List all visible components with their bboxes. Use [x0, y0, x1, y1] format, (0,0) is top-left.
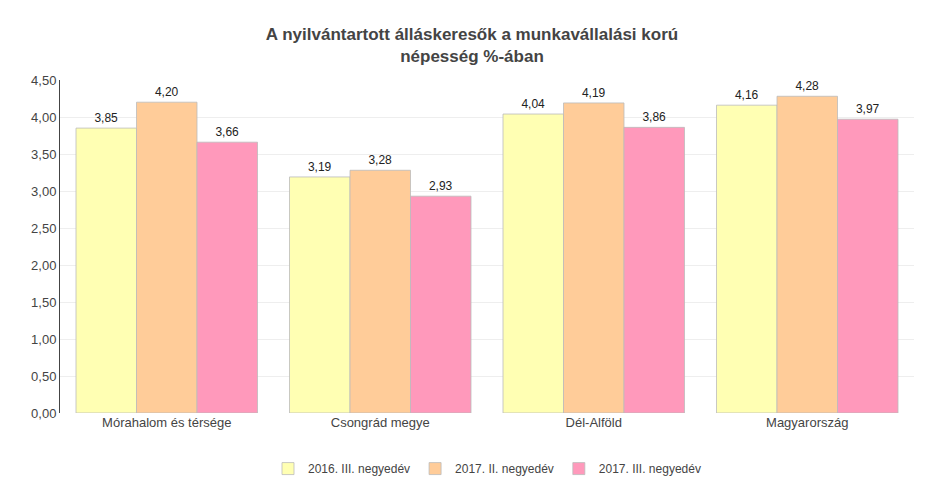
svg-text:Magyarország: Magyarország: [766, 415, 848, 430]
svg-text:4,20: 4,20: [155, 85, 179, 99]
svg-text:1,00: 1,00: [31, 332, 56, 347]
svg-text:0,50: 0,50: [31, 369, 56, 384]
svg-text:Dél-Alföld: Dél-Alföld: [566, 415, 622, 430]
svg-text:2017. II. negyedév: 2017. II. negyedév: [455, 462, 554, 476]
svg-text:4,19: 4,19: [582, 86, 606, 100]
svg-text:2016. III. negyedév: 2016. III. negyedév: [308, 462, 410, 476]
svg-text:4,04: 4,04: [521, 97, 545, 111]
svg-text:3,28: 3,28: [368, 153, 392, 167]
svg-text:0,00: 0,00: [31, 406, 56, 421]
svg-text:4,50: 4,50: [31, 73, 56, 88]
svg-text:Mórahalom és térsége: Mórahalom és térsége: [102, 415, 231, 430]
svg-text:2,00: 2,00: [31, 258, 56, 273]
svg-text:3,66: 3,66: [215, 125, 239, 139]
svg-text:A nyilvántartott álláskeresők: A nyilvántartott álláskeresők a munkavál…: [266, 25, 678, 66]
svg-text:3,00: 3,00: [31, 184, 56, 199]
svg-text:4,28: 4,28: [795, 79, 819, 93]
svg-text:4,00: 4,00: [31, 110, 56, 125]
svg-text:2017. III. negyedév: 2017. III. negyedév: [599, 462, 701, 476]
svg-text:3,97: 3,97: [856, 102, 880, 116]
svg-text:3,50: 3,50: [31, 147, 56, 162]
svg-text:2,93: 2,93: [429, 179, 453, 193]
svg-text:4,16: 4,16: [735, 88, 759, 102]
svg-text:1,50: 1,50: [31, 295, 56, 310]
svg-text:2,50: 2,50: [31, 221, 56, 236]
svg-text:3,86: 3,86: [642, 110, 666, 124]
svg-text:3,85: 3,85: [94, 111, 118, 125]
svg-text:3,19: 3,19: [308, 160, 332, 174]
svg-text:Csongrád megye: Csongrád megye: [331, 415, 430, 430]
